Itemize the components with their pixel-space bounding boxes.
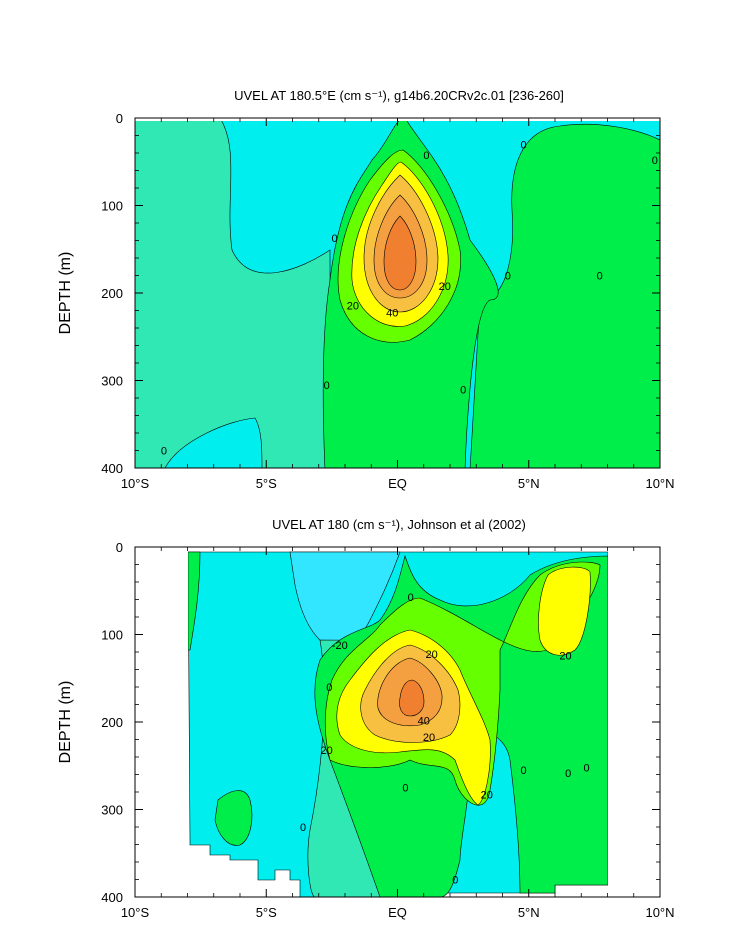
contour-label: 20 xyxy=(559,651,571,663)
y-tick-label: 0 xyxy=(116,540,123,555)
contour-label: 0 xyxy=(326,682,332,694)
top-ylabel: DEPTH (m) xyxy=(57,252,74,335)
x-tick-label: 5°N xyxy=(518,476,540,491)
bottom-contour-fills xyxy=(135,547,660,897)
x-tick-label: 5°N xyxy=(518,905,540,920)
x-tick-label: 10°S xyxy=(121,905,150,920)
x-tick-label: 5°S xyxy=(256,476,277,491)
bottom-ylabel: DEPTH (m) xyxy=(57,681,74,764)
contour-label: 0 xyxy=(161,446,167,458)
y-tick-label: 300 xyxy=(101,803,123,818)
top-panel: UVEL AT 180.5°E (cm s⁻¹), g14b6.20CRv2c.… xyxy=(57,88,675,491)
y-tick-label: 400 xyxy=(101,461,123,476)
contour-label: 0 xyxy=(331,233,337,245)
x-tick-label: EQ xyxy=(388,905,407,920)
bottom-fill-southwest-patch xyxy=(214,790,253,846)
x-tick-label: 10°N xyxy=(645,476,674,491)
contour-label: 0 xyxy=(652,155,658,167)
contour-label: 20 xyxy=(439,281,451,293)
y-tick-label: 0 xyxy=(116,111,123,126)
x-tick-label: EQ xyxy=(388,476,407,491)
y-tick-label: 200 xyxy=(101,715,123,730)
contour-label: 0 xyxy=(452,875,458,887)
contour-label: 0 xyxy=(402,783,408,795)
contour-label: 0 xyxy=(583,763,589,775)
bottom-west-blank xyxy=(135,547,188,897)
contour-label: 0 xyxy=(520,139,526,151)
top-fill-level-50 xyxy=(383,215,417,291)
contour-label: 20 xyxy=(426,649,438,661)
contour-label: 40 xyxy=(418,715,430,727)
bottom-panel: UVEL AT 180 (cm s⁻¹), Johnson et al (200… xyxy=(57,517,675,920)
top-contour-labels: 0 0 0 0 0 0 0 0 0 20 20 40 xyxy=(161,139,658,457)
y-tick-label: 100 xyxy=(101,628,123,643)
contour-label: 20 xyxy=(347,300,359,312)
contour-label: 0 xyxy=(520,765,526,777)
contour-label: 20 xyxy=(481,790,493,802)
bottom-east-blank xyxy=(608,547,660,897)
contour-label: 20 xyxy=(321,745,333,757)
y-tick-label: 200 xyxy=(101,286,123,301)
contour-label: 0 xyxy=(300,822,306,834)
contour-label: 0 xyxy=(565,768,571,780)
contour-label: 40 xyxy=(386,307,398,319)
contour-label: 0 xyxy=(460,384,466,396)
y-tick-label: 100 xyxy=(101,199,123,214)
x-tick-label: 10°N xyxy=(645,905,674,920)
contour-label: 0 xyxy=(423,150,429,162)
y-tick-label: 300 xyxy=(101,374,123,389)
top-fill-east-lobe xyxy=(469,123,660,468)
contour-label: 0 xyxy=(324,380,330,392)
contour-label: -20 xyxy=(332,640,348,652)
y-tick-label: 400 xyxy=(101,890,123,905)
contour-label: 0 xyxy=(597,271,603,283)
x-tick-label: 10°S xyxy=(121,476,150,491)
bottom-fill-left-strip xyxy=(187,551,201,651)
x-tick-label: 5°S xyxy=(256,905,277,920)
contour-label: 0 xyxy=(505,271,511,283)
top-title: UVEL AT 180.5°E (cm s⁻¹), g14b6.20CRv2c.… xyxy=(234,88,564,103)
bottom-title: UVEL AT 180 (cm s⁻¹), Johnson et al (200… xyxy=(272,517,526,532)
top-contour-fills xyxy=(135,118,660,468)
bottom-fill-level-60 xyxy=(399,679,425,717)
contour-label: 0 xyxy=(408,592,414,604)
bottom-fill-level-30 xyxy=(336,566,591,806)
contour-label: 20 xyxy=(423,732,435,744)
